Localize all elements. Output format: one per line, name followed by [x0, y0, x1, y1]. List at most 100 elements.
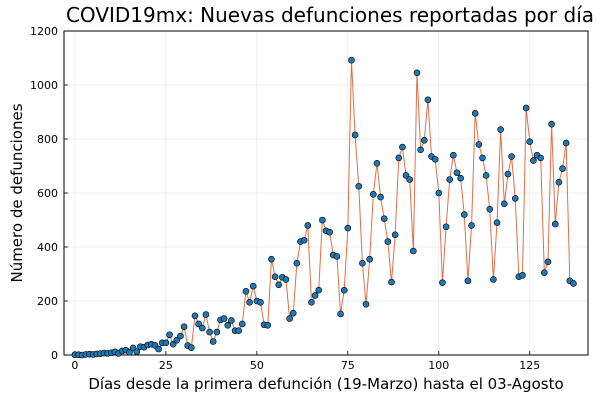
- data-point: [271, 273, 279, 281]
- data-point: [213, 328, 221, 336]
- data-point: [169, 340, 177, 348]
- data-point: [406, 176, 413, 183]
- data-point: [471, 110, 479, 117]
- data-point: [228, 317, 235, 324]
- data-point: [173, 336, 181, 344]
- x-tick-label: 100: [428, 359, 449, 372]
- series-layer: [71, 56, 577, 359]
- data-point: [479, 154, 486, 162]
- data-point: [166, 331, 173, 339]
- x-tick-label: 75: [341, 359, 355, 372]
- data-point: [126, 348, 133, 356]
- data-point: [490, 276, 497, 283]
- data-point: [242, 287, 250, 295]
- data-point: [162, 339, 170, 347]
- x-tick-label: 25: [159, 359, 173, 372]
- data-point: [249, 282, 257, 290]
- data-point: [333, 253, 341, 260]
- data-point: [442, 223, 450, 231]
- data-point: [202, 311, 210, 318]
- data-point: [399, 143, 406, 151]
- x-tick-label: 50: [250, 359, 264, 372]
- data-point: [464, 277, 472, 285]
- data-point: [439, 279, 446, 286]
- data-point: [315, 286, 323, 294]
- data-point: [224, 321, 232, 329]
- data-point: [453, 169, 461, 177]
- data-point: [344, 224, 352, 232]
- data-point: [501, 200, 508, 208]
- data-point: [530, 157, 537, 164]
- data-point: [264, 321, 272, 329]
- data-point: [402, 172, 410, 179]
- data-point: [195, 320, 202, 328]
- data-point: [482, 172, 490, 179]
- data-point: [373, 160, 381, 167]
- y-tick-label: 400: [37, 241, 58, 254]
- data-point: [522, 104, 530, 112]
- data-point: [446, 176, 454, 183]
- y-tick-label: 600: [37, 187, 58, 200]
- data-point: [468, 222, 475, 229]
- data-point: [457, 174, 464, 182]
- data-point: [289, 309, 297, 317]
- chart-title: COVID19mx: Nuevas defunciones reportadas…: [66, 3, 594, 27]
- data-point: [220, 315, 228, 322]
- axis-ticks: 0 25 50 75 100 125 0 200 400 600 800 1000 1200: [30, 25, 540, 372]
- data-point: [431, 155, 439, 163]
- data-point: [555, 178, 563, 186]
- data-point: [541, 269, 548, 276]
- data-point: [493, 219, 501, 226]
- data-point: [526, 138, 534, 145]
- data-point: [377, 193, 384, 201]
- data-point: [504, 170, 512, 178]
- y-tick-label: 200: [37, 295, 58, 308]
- data-point: [417, 146, 424, 154]
- data-point: [424, 96, 432, 104]
- y-tick-label: 800: [37, 133, 58, 146]
- data-point: [380, 215, 388, 222]
- data-point: [570, 280, 577, 287]
- data-point: [235, 327, 242, 335]
- data-point: [180, 323, 188, 330]
- grid-lines: [64, 30, 588, 356]
- data-point: [293, 259, 301, 267]
- data-point: [362, 300, 370, 308]
- data-point: [460, 211, 468, 218]
- data-point: [177, 332, 184, 340]
- data-point: [188, 344, 195, 352]
- data-point: [257, 299, 264, 306]
- data-point: [308, 299, 315, 306]
- data-point: [198, 324, 206, 332]
- y-tick-label: 1200: [30, 25, 58, 38]
- data-point: [246, 299, 253, 306]
- data-point: [475, 141, 483, 148]
- data-point: [326, 228, 333, 236]
- data-point: [366, 255, 373, 263]
- data-point: [413, 69, 421, 77]
- data-point: [435, 189, 443, 197]
- data-point: [508, 153, 515, 160]
- data-point: [311, 292, 319, 299]
- data-point: [340, 286, 348, 294]
- data-point: [268, 255, 275, 263]
- data-point: [304, 222, 312, 229]
- data-point: [559, 165, 566, 172]
- y-tick-label: 1000: [30, 79, 58, 92]
- data-point: [420, 137, 428, 144]
- x-tick-label: 125: [519, 359, 540, 372]
- data-point: [351, 131, 359, 139]
- data-point: [519, 272, 526, 279]
- data-point: [209, 338, 217, 345]
- data-point: [337, 310, 344, 318]
- data-point: [355, 182, 363, 190]
- data-point: [486, 205, 494, 213]
- data-point: [391, 231, 399, 239]
- data-point: [548, 120, 555, 128]
- data-point: [537, 154, 544, 162]
- data-point: [511, 195, 519, 202]
- data-point: [155, 345, 162, 353]
- data-point: [239, 320, 246, 328]
- y-axis-label: Número de defunciones: [8, 103, 26, 282]
